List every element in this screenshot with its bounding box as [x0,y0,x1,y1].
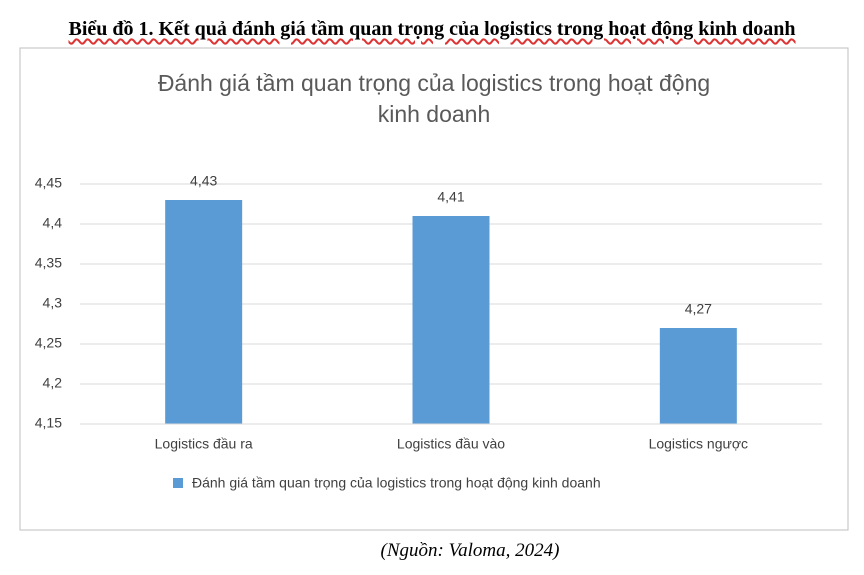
y-tick-label: 4,25 [35,335,62,351]
y-tick-label: 4,4 [43,215,63,231]
y-tick-label: 4,45 [35,175,62,191]
y-tick-label: 4,15 [35,415,62,431]
legend-swatch [173,478,183,488]
data-label: 4,41 [437,189,464,205]
y-tick-label: 4,3 [43,295,63,311]
data-label: 4,27 [685,301,712,317]
bar [412,216,490,424]
chart-title: Đánh giá tầm quan trọng của logistics tr… [157,70,711,127]
x-tick-label: Logistics đầu vào [397,436,505,452]
legend-label: Đánh giá tầm quan trọng của logistics tr… [192,475,601,491]
bar [659,328,737,424]
y-tick-label: 4,2 [43,375,63,391]
y-tick-label: 4,35 [35,255,62,271]
x-tick-label: Logistics đầu ra [155,436,253,452]
source: (Nguồn: Valoma, 2024) [380,540,560,561]
caption: Biểu đồ 1. Kết quả đánh giá tầm quan trọ… [68,18,796,40]
x-tick-label: Logistics ngược [649,436,748,452]
bar [165,200,243,424]
data-label: 4,43 [190,173,217,189]
